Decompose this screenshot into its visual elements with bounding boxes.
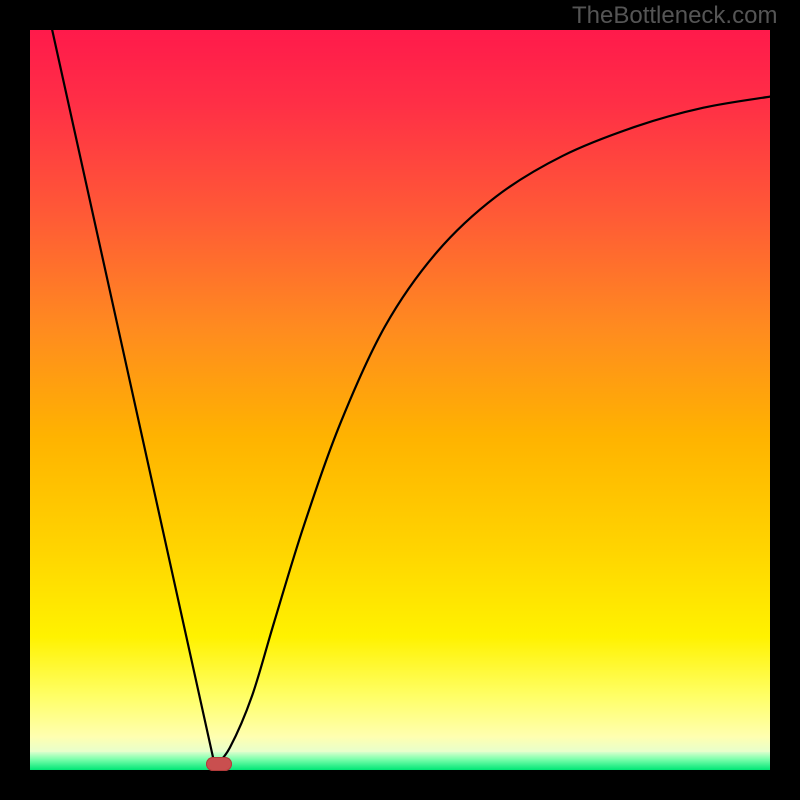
curve-layer — [30, 30, 770, 770]
watermark-text: TheBottleneck.com — [572, 2, 777, 30]
minimum-marker — [206, 757, 232, 771]
chart-frame: TheBottleneck.com — [0, 0, 800, 800]
plot-area — [30, 30, 770, 770]
bottleneck-curve — [52, 30, 770, 766]
